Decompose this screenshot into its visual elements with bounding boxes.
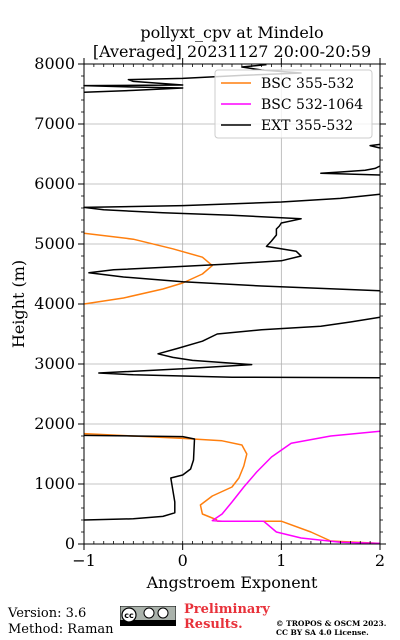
- sa-icon: [157, 607, 169, 619]
- chart-subtitle: [Averaged] 20231127 20:00-20:59: [93, 42, 371, 61]
- legend-label-bsc355532: BSC 355-532: [261, 76, 354, 92]
- x-tick-label: 1: [276, 551, 286, 570]
- series-line-2: [369, 143, 381, 149]
- chart-title: pollyxt_cpv at Mindelo: [140, 23, 323, 42]
- cc-badge-text: cc: [124, 611, 134, 620]
- x-tick-label: 0: [178, 551, 188, 570]
- y-tick-label: 7000: [34, 114, 75, 133]
- legend-label-bsc5321064: BSC 532-1064: [261, 97, 363, 113]
- legend-label-ext355532: EXT 355-532: [261, 118, 353, 134]
- y-tick-label: 4000: [34, 294, 75, 313]
- y-axis-label: Height (m): [9, 260, 28, 348]
- y-tick-label: 2000: [34, 414, 75, 433]
- y-tick-label: 3000: [34, 354, 75, 373]
- footer-info: Version: 3.6 Method: Raman: [8, 606, 114, 638]
- copyright-line-2: CC BY SA 4.0 License.: [276, 628, 369, 637]
- y-tick-label: 5000: [34, 234, 75, 253]
- series-line-0: [217, 520, 381, 545]
- series-line-2: [83, 434, 196, 521]
- version-text: Version: 3.6: [8, 606, 87, 621]
- series-line-2: [320, 165, 381, 176]
- preliminary-notice: Preliminary Results.: [184, 602, 270, 632]
- chart: pollyxt_cpv at Mindelo [Averaged] 202311…: [9, 23, 386, 592]
- series-line-1: [211, 430, 381, 522]
- copyright-notice: © TROPOS & OSCM 2023. CC BY SA 4.0 Licen…: [276, 619, 386, 637]
- series-line-0: [83, 432, 248, 521]
- x-axis-label: Angstroem Exponent: [146, 573, 318, 592]
- x-tick-label: −1: [72, 551, 96, 570]
- preliminary-line-1: Preliminary: [184, 602, 270, 617]
- y-tick-label: 6000: [34, 174, 75, 193]
- legend-frame: [214, 69, 373, 139]
- cc-by-sa-badge: cc: [120, 606, 176, 626]
- x-tick-label: 2: [375, 551, 385, 570]
- preliminary-line-2: Results.: [184, 617, 243, 632]
- series-line-2: [83, 193, 381, 292]
- y-tick-label: 1000: [34, 474, 75, 493]
- series-layer: [83, 63, 381, 545]
- y-tick-label: 0: [65, 534, 75, 553]
- series-line-2: [98, 316, 381, 379]
- legend: BSC 355-532 BSC 532-1064 EXT 355-532: [214, 69, 373, 139]
- by-icon: [143, 607, 155, 619]
- series-line-1: [263, 520, 381, 545]
- series-line-0: [83, 232, 214, 305]
- y-tick-label: 8000: [34, 54, 75, 73]
- copyright-line-1: © TROPOS & OSCM 2023.: [276, 619, 387, 628]
- method-text: Method: Raman: [8, 622, 114, 637]
